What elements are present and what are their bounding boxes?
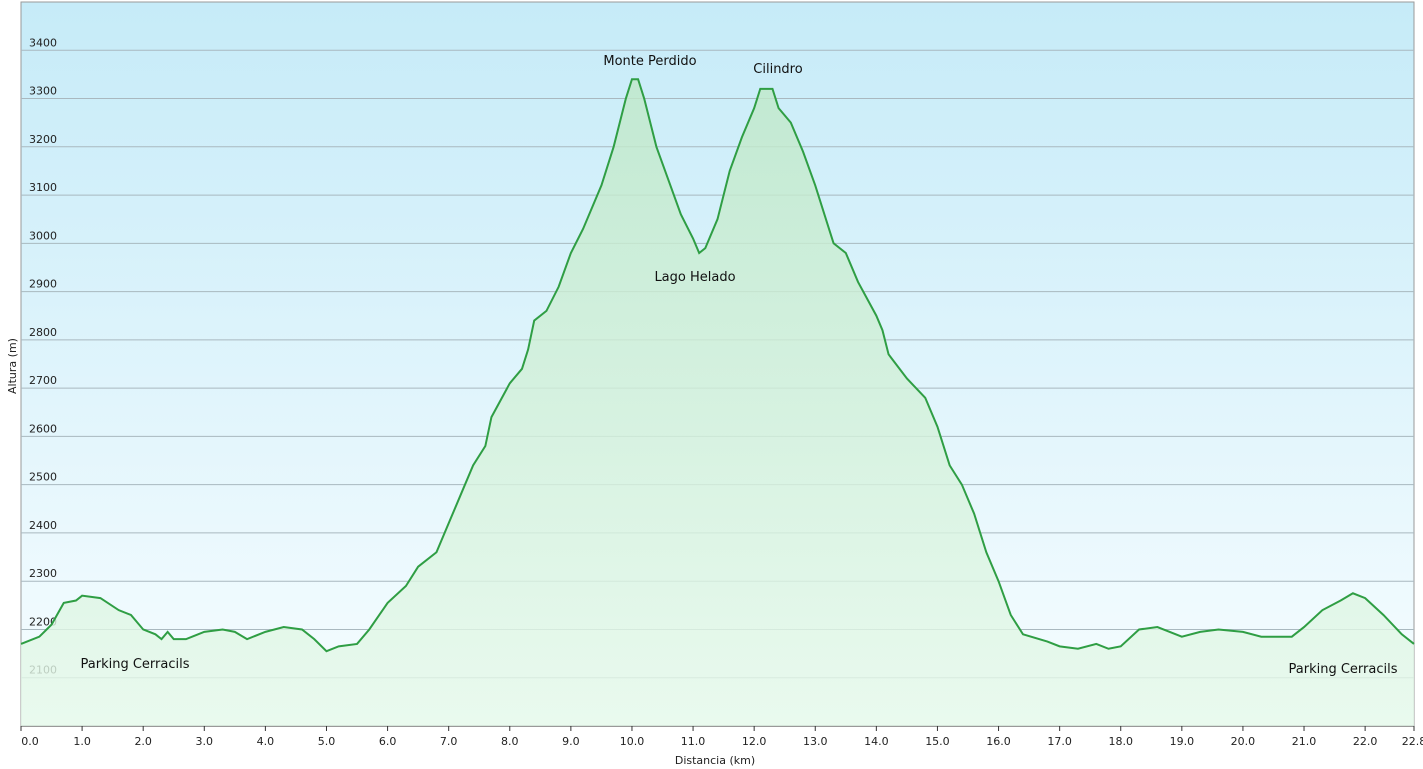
x-tick-label: 16.0 xyxy=(986,735,1011,748)
x-tick-label: 5.0 xyxy=(318,735,336,748)
x-tick-label: 7.0 xyxy=(440,735,458,748)
x-tick-label: 15.0 xyxy=(925,735,950,748)
annotation: Parking Cerracils xyxy=(1289,662,1398,677)
area-fill xyxy=(21,79,1414,726)
x-tick-label: 12.0 xyxy=(742,735,767,748)
y-tick-label: 3000 xyxy=(29,229,57,242)
x-tick-label: 22.0 xyxy=(1353,735,1378,748)
x-tick-label: 13.0 xyxy=(803,735,828,748)
x-axis-label: Distancia (km) xyxy=(675,754,755,767)
x-tick-label: 22.8 xyxy=(1402,735,1423,748)
y-tick-label: 2600 xyxy=(29,422,57,435)
x-tick-label: 6.0 xyxy=(379,735,397,748)
x-tick-label: 8.0 xyxy=(501,735,519,748)
elevation-line xyxy=(20,78,1415,653)
x-tick-label: 0.0 xyxy=(21,735,39,748)
y-tick-label: 2700 xyxy=(29,374,57,387)
x-tick-label: 3.0 xyxy=(196,735,214,748)
x-tick-label: 18.0 xyxy=(1108,735,1133,748)
y-tick-label: 2800 xyxy=(29,326,57,339)
x-tick-label: 21.0 xyxy=(1292,735,1317,748)
x-tick-label: 14.0 xyxy=(864,735,889,748)
x-tick-label: 19.0 xyxy=(1170,735,1195,748)
x-tick-label: 1.0 xyxy=(73,735,91,748)
x-tick-label: 17.0 xyxy=(1047,735,1072,748)
y-tick-label: 2300 xyxy=(29,567,57,580)
x-tick-label: 9.0 xyxy=(562,735,580,748)
x-tick-label: 11.0 xyxy=(681,735,706,748)
annotation: Monte Perdido xyxy=(603,54,696,69)
y-axis-label: Altura (m) xyxy=(6,338,19,394)
x-tick-label: 10.0 xyxy=(620,735,645,748)
x-tick-label: 2.0 xyxy=(134,735,152,748)
y-tick-label: 2900 xyxy=(29,278,57,291)
x-tick-label: 20.0 xyxy=(1231,735,1256,748)
y-tick-label: 3400 xyxy=(29,36,57,49)
y-tick-label: 3100 xyxy=(29,181,57,194)
y-tick-label: 3200 xyxy=(29,133,57,146)
y-tick-label: 2400 xyxy=(29,519,57,532)
annotation: Lago Helado xyxy=(654,270,735,285)
annotation: Cilindro xyxy=(753,62,802,77)
y-tick-label: 2500 xyxy=(29,471,57,484)
annotation: Parking Cerracils xyxy=(81,657,190,672)
x-tick-label: 4.0 xyxy=(257,735,275,748)
y-tick-label: 3300 xyxy=(29,85,57,98)
